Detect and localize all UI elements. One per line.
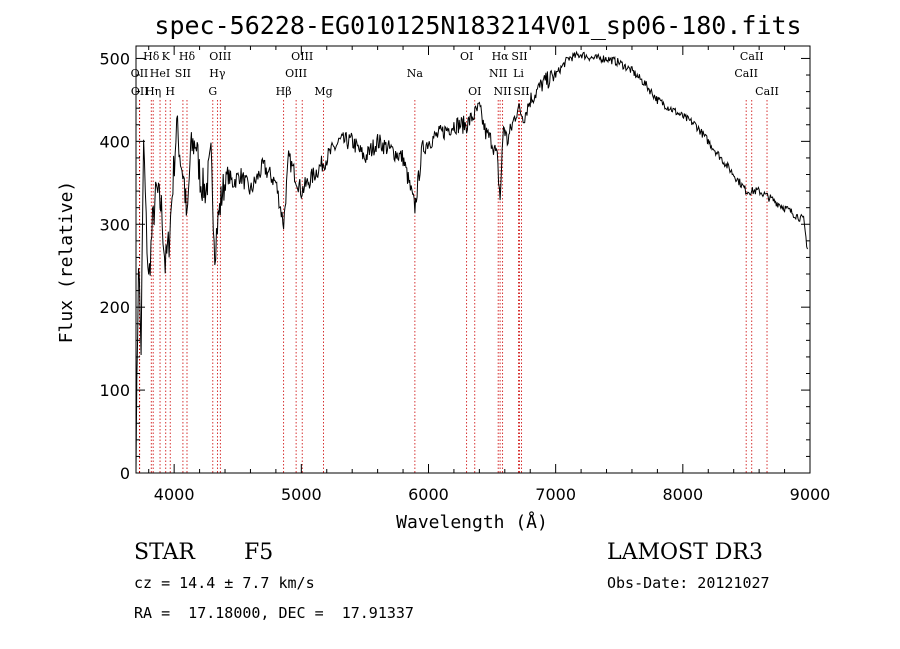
x-axis-label: Wavelength (Å) (396, 511, 548, 533)
spectral-line-label: OII (131, 67, 149, 80)
spectral-line-label: CaII (740, 50, 764, 63)
spectrum-line (135, 50, 808, 474)
spectral-line-label: CaII (755, 85, 779, 98)
spectral-line-label: Hδ (143, 50, 160, 63)
spectral-line-label: HeI (150, 67, 170, 80)
redshift-text: cz = 14.4 ± 7.7 km/s (134, 574, 315, 592)
spectral-line-label: K (162, 50, 171, 63)
obs-date-text: Obs-Date: 20121027 (607, 574, 770, 592)
spectral-line-label: Li (513, 67, 524, 80)
ra-dec-text: RA = 17.18000, DEC = 17.91337 (134, 604, 414, 622)
spectral-line-label: H (165, 85, 175, 98)
spectral-line-label: SII (175, 67, 191, 80)
spectral-line-label: Mg (314, 85, 332, 98)
x-tick-label: 7000 (535, 485, 576, 504)
y-tick-label: 0 (120, 464, 130, 483)
spectral-line-label: OIII (209, 50, 231, 63)
spectral-line-label: OIII (285, 67, 307, 80)
x-tick-label: 9000 (790, 485, 831, 504)
x-tick-label: 4000 (154, 485, 195, 504)
spectral-line-label: SII (513, 85, 529, 98)
spectral-line-label: Hη (145, 85, 161, 98)
chart-title: spec-56228-EG010125N183214V01_sp06-180.f… (154, 11, 801, 40)
y-axis-label: Flux (relative) (56, 181, 77, 344)
y-tick-label: 400 (99, 132, 130, 151)
plot-frame (135, 45, 811, 474)
x-tick-label: 8000 (662, 485, 703, 504)
y-tick-label: 100 (99, 381, 130, 400)
y-tick-label: 200 (99, 298, 130, 317)
survey-name: LAMOST DR3 (607, 540, 763, 565)
x-tick-label: 5000 (281, 485, 322, 504)
y-tick-label: 500 (99, 49, 130, 68)
spectral-line-label: SII (511, 50, 527, 63)
spectral-line-label: OIII (291, 50, 313, 63)
spectral-line-label: NII (493, 85, 511, 98)
spectral-line-label: Hα (492, 50, 510, 63)
spectral-line-label: NII (489, 67, 507, 80)
x-tick-label: 6000 (408, 485, 449, 504)
spectral-line-label: G (208, 85, 217, 98)
object-class: STAR (134, 540, 195, 565)
spectral-line-label: OI (468, 85, 481, 98)
spectral-line-label: OI (460, 50, 473, 63)
object-subclass: F5 (244, 540, 274, 565)
spectral-line-label: CaII (734, 67, 758, 80)
spectral-line-label: Hβ (276, 85, 292, 98)
spectral-line-label: Hδ (179, 50, 196, 63)
spectral-line-label: Na (407, 67, 424, 80)
spectral-line-label: Hγ (209, 67, 226, 80)
y-tick-label: 300 (99, 215, 130, 234)
